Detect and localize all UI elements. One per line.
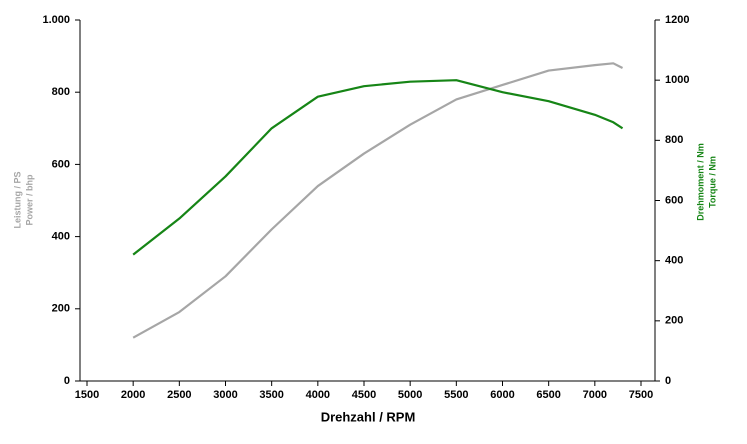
y2-tick-label: 400: [665, 255, 683, 267]
x-tick-label: 1500: [75, 389, 99, 401]
y-tick-label: 1.000: [42, 14, 70, 26]
x-tick-label: 6000: [490, 389, 514, 401]
x-tick-label: 7000: [583, 389, 607, 401]
line-series: [132, 62, 624, 339]
x-tick-label: 3500: [259, 389, 283, 401]
x-tick-label: 6500: [536, 389, 560, 401]
y-tick-label: 0: [64, 375, 70, 387]
y-tick-label: 400: [52, 231, 70, 243]
y-axis-label: Leistung / PS: [12, 171, 22, 228]
x-tick-label: 3000: [213, 389, 237, 401]
y-tick-label: 200: [52, 303, 70, 315]
y-tick-label: 600: [52, 158, 70, 170]
y-tick-label: 800: [52, 86, 70, 98]
y-axis-label: Power / bhp: [24, 174, 34, 226]
y2-axis-label: Drehmoment / Nm: [695, 143, 705, 221]
y2-tick-label: 1000: [665, 74, 689, 86]
y2-tick-label: 600: [665, 194, 683, 206]
x-tick-label: 2500: [167, 389, 191, 401]
x-tick-label: 5000: [398, 389, 422, 401]
x-axis-label: Drehzahl / RPM: [321, 409, 416, 424]
x-tick-label: 4500: [352, 389, 376, 401]
y2-tick-label: 200: [665, 315, 683, 327]
x-tick-label: 4000: [306, 389, 330, 401]
line-series: [132, 79, 624, 256]
y2-tick-label: 800: [665, 134, 683, 146]
x-tick-label: 5500: [444, 389, 468, 401]
x-tick-label: 2000: [121, 389, 145, 401]
y2-tick-label: 0: [665, 375, 671, 387]
y2-tick-label: 1200: [665, 14, 689, 26]
x-tick-label: 7500: [629, 389, 653, 401]
y2-axis-label: Torque / Nm: [707, 156, 717, 208]
